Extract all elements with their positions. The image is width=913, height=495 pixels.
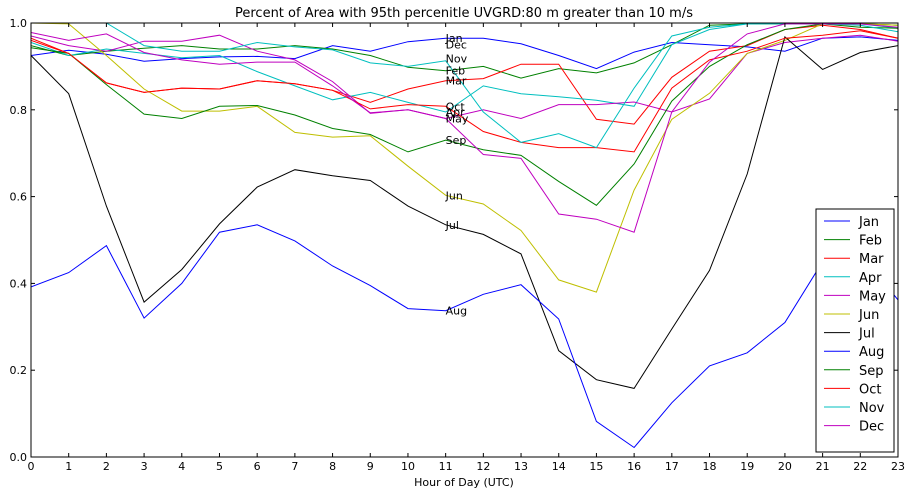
series-line-nov	[31, 23, 898, 149]
series-line-sep	[31, 23, 898, 206]
x-tick-label: 23	[891, 460, 905, 473]
x-tick-label: 12	[476, 460, 490, 473]
x-tick-label: 15	[589, 460, 603, 473]
x-tick-label: 0	[28, 460, 35, 473]
annotation-mar: Mar	[446, 75, 467, 88]
legend-label-jan: Jan	[858, 215, 879, 230]
x-tick-label: 8	[329, 460, 336, 473]
x-tick-label: 17	[665, 460, 679, 473]
annotation-sep: Sep	[446, 134, 467, 147]
y-tick-label: 0.8	[10, 104, 28, 117]
legend-label-may: May	[859, 289, 886, 304]
x-tick-label: 2	[103, 460, 110, 473]
x-tick-label: 4	[178, 460, 185, 473]
y-tick-label: 1.0	[10, 17, 28, 30]
annotation-aug: Aug	[446, 305, 467, 318]
x-tick-label: 22	[853, 460, 867, 473]
series-line-jul	[31, 36, 898, 389]
legend-label-aug: Aug	[859, 345, 884, 360]
y-tick-label: 0.6	[10, 191, 28, 204]
legend-label-apr: Apr	[859, 271, 882, 286]
x-tick-label: 14	[552, 460, 566, 473]
series-line-aug	[31, 224, 898, 449]
series-line-oct	[31, 30, 898, 153]
legend-label-mar: Mar	[859, 252, 884, 267]
legend-label-jul: Jul	[858, 327, 875, 342]
legend-label-oct: Oct	[859, 382, 881, 397]
y-tick-label: 0.2	[10, 364, 28, 377]
annotation-feb: Feb	[446, 65, 465, 78]
x-axis-label: Hour of Day (UTC)	[414, 476, 514, 489]
legend-label-dec: Dec	[859, 420, 884, 435]
x-tick-label: 3	[141, 460, 148, 473]
annotation-may: May	[446, 112, 469, 125]
legend: Jan Feb Mar Apr May Jun Jul Aug Sep Oct Nov Dec	[815, 208, 895, 453]
annotation-jun: Jun	[445, 189, 463, 202]
y-tick-label: 0.4	[10, 277, 28, 290]
legend-box	[815, 208, 895, 453]
legend-label-sep: Sep	[859, 364, 884, 379]
series-lines	[31, 23, 898, 449]
x-tick-label: 20	[778, 460, 792, 473]
series-line-dec	[31, 23, 898, 233]
annotation-apr: Apr	[446, 106, 466, 119]
annotation-nov: Nov	[446, 53, 468, 66]
x-tick-label: 19	[740, 460, 754, 473]
annotation-jul: Jul	[445, 219, 459, 232]
annotation-dec: Dec	[446, 39, 467, 52]
x-axis: 0 1 2 3 4 5 6 7 8 9 10 11 12 13 14 15 16 17 18 19 20 21 22 23	[28, 23, 905, 473]
annotation-jan: Jan	[445, 32, 463, 45]
x-tick-label: 5	[216, 460, 223, 473]
x-tick-label: 7	[291, 460, 298, 473]
x-tick-label: 16	[627, 460, 641, 473]
x-tick-label: 11	[439, 460, 453, 473]
x-tick-label: 18	[703, 460, 717, 473]
x-tick-label: 9	[367, 460, 374, 473]
legend-label-nov: Nov	[859, 401, 885, 416]
x-tick-label: 13	[514, 460, 528, 473]
y-tick-label: 0.0	[10, 451, 28, 464]
x-tick-label: 21	[816, 460, 830, 473]
x-tick-label: 6	[254, 460, 261, 473]
x-tick-label: 1	[65, 460, 72, 473]
chart-title: Percent of Area with 95th percenitle UVG…	[235, 6, 693, 21]
plot-frame	[30, 22, 899, 458]
series-line-jun	[31, 23, 898, 293]
annotation-oct: Oct	[446, 100, 466, 113]
legend-label-feb: Feb	[859, 234, 882, 249]
y-axis: 0.0 0.2 0.4 0.6 0.8 1.0	[10, 17, 898, 464]
x-tick-label: 10	[401, 460, 415, 473]
legend-label-jun: Jun	[858, 308, 879, 323]
